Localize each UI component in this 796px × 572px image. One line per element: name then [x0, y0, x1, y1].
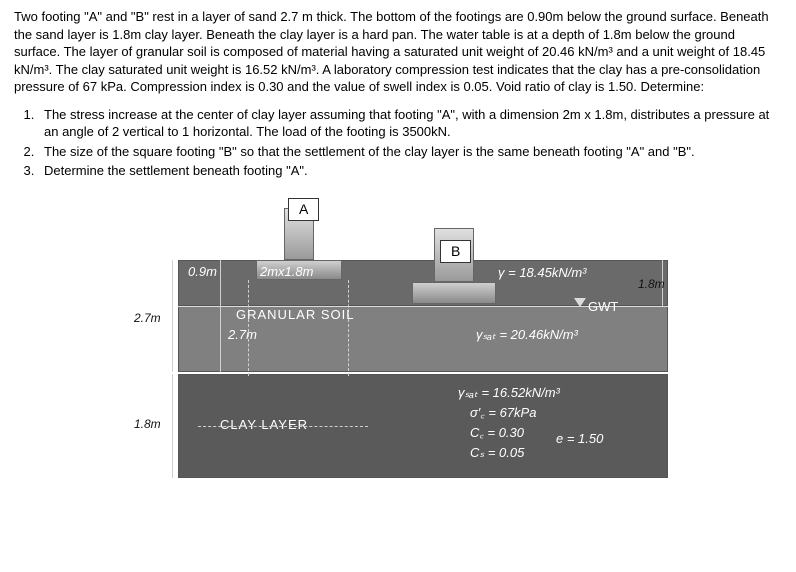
- footing-a-dim: 2mx1.8m: [260, 263, 313, 281]
- dim-18-left: 1.8m: [134, 416, 161, 432]
- cs: Cₛ = 0.05: [470, 444, 524, 462]
- void-ratio: e = 1.50: [556, 430, 603, 448]
- clay-mid-line: [198, 426, 368, 427]
- granular-label: GRANULAR SOIL: [236, 306, 354, 324]
- footing-b-label: B: [440, 240, 471, 263]
- questions-list: The stress increase at the center of cla…: [38, 106, 782, 180]
- sigma-c: σ′꜀ = 67kPa: [470, 404, 536, 422]
- gamma-sat-clay: γₛₐₜ = 16.52kN/m³: [458, 384, 560, 402]
- footing-a-label: A: [288, 198, 319, 221]
- water-table-icon: [574, 298, 586, 307]
- question-2: The size of the square footing "B" so th…: [38, 143, 782, 161]
- question-3: Determine the settlement beneath footing…: [38, 162, 782, 180]
- problem-statement: Two footing "A" and "B" rest in a layer …: [14, 8, 782, 96]
- dim-18-right: 1.8m: [638, 276, 665, 292]
- dim-090: 0.9m: [188, 263, 217, 281]
- footing-b-base: [412, 282, 496, 304]
- problem-paragraph: Two footing "A" and "B" rest in a layer …: [14, 8, 782, 96]
- question-1: The stress increase at the center of cla…: [38, 106, 782, 141]
- dim-27-left: 2.7m: [134, 310, 161, 326]
- gamma-dry: γ = 18.45kN/m³: [498, 264, 587, 282]
- settlement-diagram: A B 2.7m 1.8m 1.8m 0.9m 2.7m 2mx1.8m GRA…: [118, 198, 678, 498]
- cc: C꜀ = 0.30: [470, 424, 524, 442]
- dim-inner-line: [220, 260, 221, 372]
- dim-27-mid: 2.7m: [228, 326, 257, 344]
- spread-line-right: [348, 280, 349, 376]
- gamma-sat-sand: γₛₐₜ = 20.46kN/m³: [476, 326, 578, 344]
- clay-label: CLAY LAYER: [220, 416, 308, 434]
- dim-27-line: [172, 260, 173, 372]
- dim-18-line: [172, 374, 173, 478]
- gwt-label: GWT: [588, 298, 618, 316]
